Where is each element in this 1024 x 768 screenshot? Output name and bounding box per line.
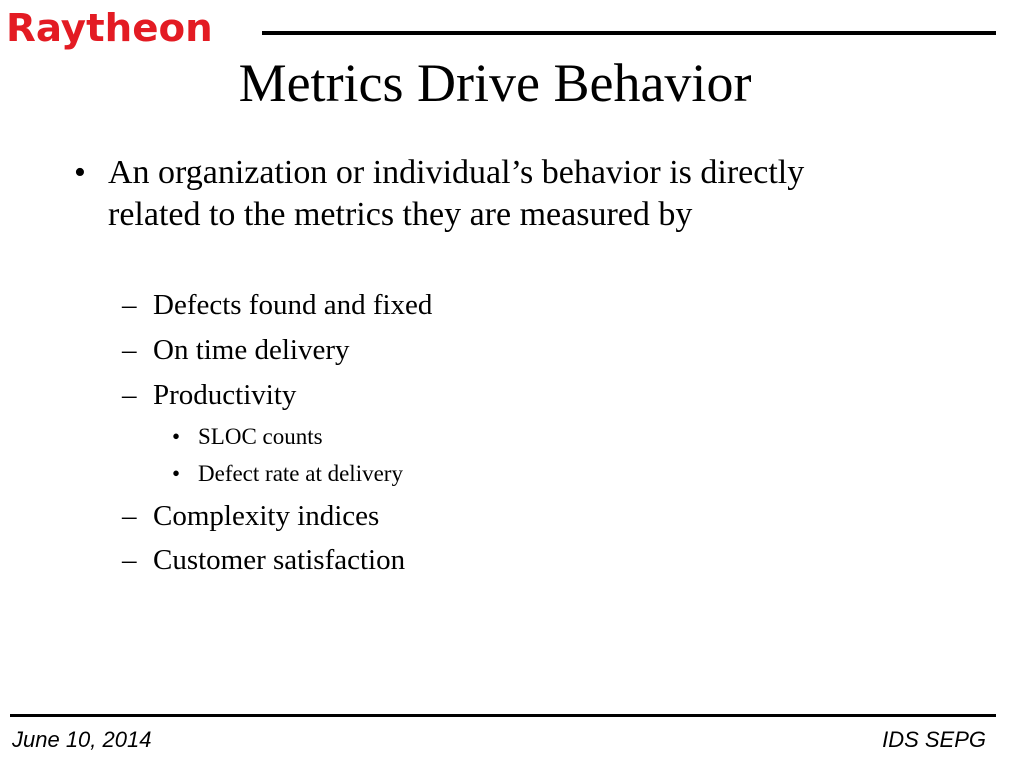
- slide-title: Metrics Drive Behavior: [238, 53, 752, 113]
- main-bullet-marker: •: [74, 154, 86, 191]
- nested-bullet-marker: •: [172, 424, 181, 449]
- sub-bullet-marker: –: [122, 334, 137, 366]
- footer-divider: [10, 714, 996, 717]
- sub-bullet-marker: –: [122, 544, 137, 576]
- nested-bullet-sloc: SLOC counts: [198, 424, 323, 449]
- sub-bullet-productivity: Productivity: [153, 379, 297, 411]
- slide-content: • An organization or individual’s behavi…: [74, 154, 805, 576]
- footer-date: June 10, 2014: [12, 727, 152, 752]
- sub-bullet-customer: Customer satisfaction: [153, 544, 406, 576]
- header-divider: [262, 31, 996, 35]
- sub-bullet-marker: –: [122, 289, 137, 321]
- main-bullet-text: An organization or individual’s behavior…: [108, 154, 805, 233]
- sub-bullet-on-time: On time delivery: [153, 334, 350, 366]
- sub-bullet-marker: –: [122, 500, 137, 532]
- nested-bullet-marker: •: [172, 461, 181, 486]
- sub-bullet-defects: Defects found and fixed: [153, 289, 433, 321]
- footer-org: IDS SEPG: [882, 727, 986, 752]
- sub-bullet-complexity: Complexity indices: [153, 500, 380, 532]
- nested-bullet-defect-rate: Defect rate at delivery: [198, 461, 403, 486]
- sub-bullet-marker: –: [122, 379, 137, 411]
- raytheon-logo: Raytheon: [6, 6, 213, 50]
